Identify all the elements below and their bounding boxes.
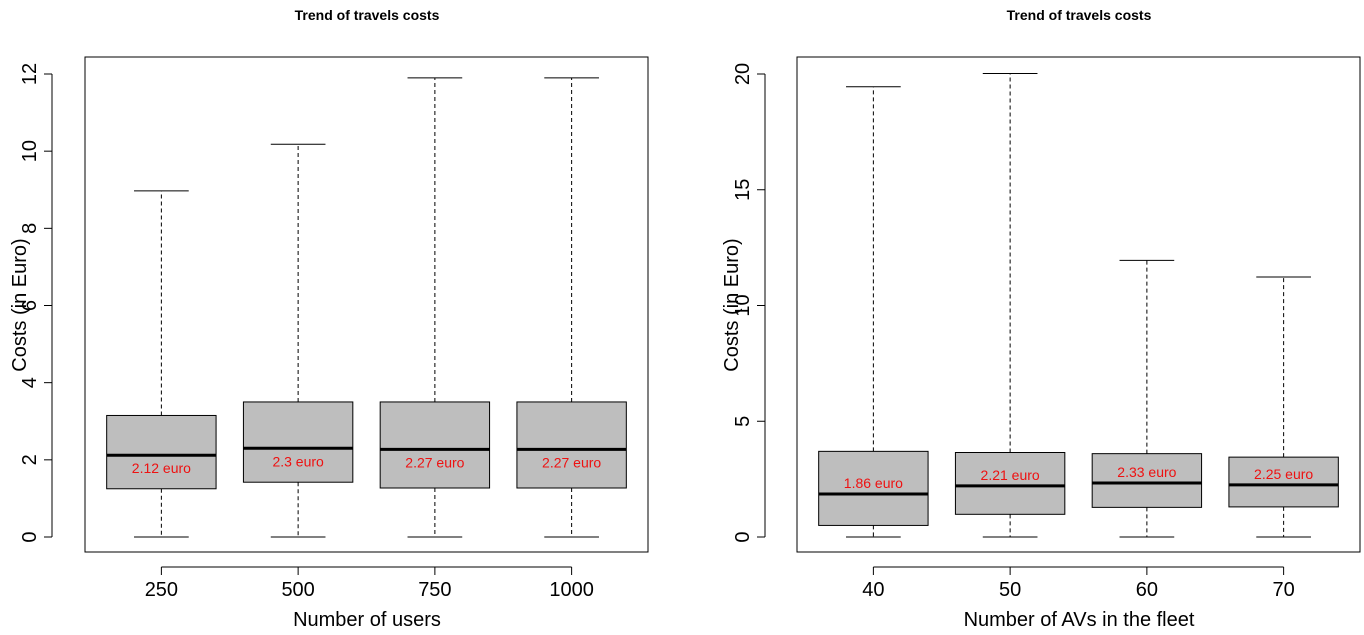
- box-iqr: [516, 401, 627, 489]
- y-tick-label: 10: [19, 140, 41, 162]
- plot-frame: [796, 56, 1361, 553]
- y-tick-label: 6: [19, 300, 41, 311]
- box-iqr: [106, 414, 217, 490]
- box-iqr: [818, 450, 929, 526]
- x-tick-label: 750: [418, 579, 451, 601]
- box-1000: 2.27 euro: [516, 77, 627, 538]
- x-tick-label: 500: [281, 579, 314, 601]
- x-tick-label: 1000: [549, 579, 594, 601]
- median-label: 2.27 euro: [405, 454, 464, 470]
- median-label: 2.33 euro: [1117, 464, 1176, 480]
- box-50: 2.21 euro: [954, 73, 1066, 538]
- y-axis-label: Costs (in Euro): [721, 238, 743, 371]
- box-750: 2.27 euro: [379, 77, 491, 538]
- y-tick-label: 10: [732, 294, 754, 316]
- chart-panel-users: Trend of travels costs 0 2 4 6 8 10 12 250 500 75…: [9, 7, 649, 631]
- chart-title: Trend of travels costs: [295, 7, 440, 23]
- box-iqr: [1091, 453, 1203, 508]
- box-iqr: [379, 401, 491, 489]
- x-axis-label: Number of users: [293, 609, 441, 631]
- x-tick-label: 50: [999, 579, 1021, 601]
- median-label: 2.21 euro: [981, 467, 1040, 483]
- y-tick-label: 2: [19, 454, 41, 465]
- box-iqr: [242, 401, 354, 483]
- median-label: 2.25 euro: [1254, 466, 1313, 482]
- box-60: 2.33 euro: [1091, 259, 1203, 538]
- y-tick-label: 8: [19, 223, 41, 234]
- x-tick-label: 40: [862, 579, 884, 601]
- box-iqr: [954, 452, 1066, 515]
- x-axis-label: Number of AVs in the fleet: [964, 609, 1195, 631]
- y-axis-label: Costs (in Euro): [9, 238, 31, 371]
- x-tick-label: 250: [145, 579, 178, 601]
- box-70: 2.25 euro: [1228, 276, 1339, 538]
- y-tick-label: 0: [19, 531, 41, 542]
- box-iqr: [1228, 456, 1339, 508]
- y-tick-label: 15: [732, 179, 754, 201]
- y-tick-label: 20: [732, 63, 754, 85]
- median-label: 2.12 euro: [132, 460, 191, 476]
- y-tick-label: 5: [732, 416, 754, 427]
- median-label: 2.27 euro: [542, 454, 601, 470]
- chart-panel-avs: Trend of travels costs 0 5 10 15 20 40 50 60 70 1…: [721, 7, 1361, 631]
- box-500: 2.3 euro: [242, 143, 354, 538]
- median-label: 2.3 euro: [272, 453, 324, 469]
- y-tick-label: 12: [19, 63, 41, 85]
- x-tick-label: 60: [1136, 579, 1158, 601]
- y-tick-label: 0: [732, 531, 754, 542]
- box-250: 2.12 euro: [106, 190, 217, 538]
- plot-frame: [84, 56, 649, 553]
- median-label: 1.86 euro: [844, 475, 903, 491]
- boxplot-layer: 0 2 4 6 8 10 12 250 500 750 1000 2.12 euro 2.3 euro 2…: [19, 63, 627, 601]
- box-40: 1.86 euro: [818, 86, 929, 538]
- y-tick-label: 4: [19, 377, 41, 388]
- chart-title: Trend of travels costs: [1007, 7, 1152, 23]
- x-tick-label: 70: [1273, 579, 1295, 601]
- boxplot-layer: 0 5 10 15 20 40 50 60 70 1.86 euro 2.21 euro 2.33 e…: [732, 63, 1339, 601]
